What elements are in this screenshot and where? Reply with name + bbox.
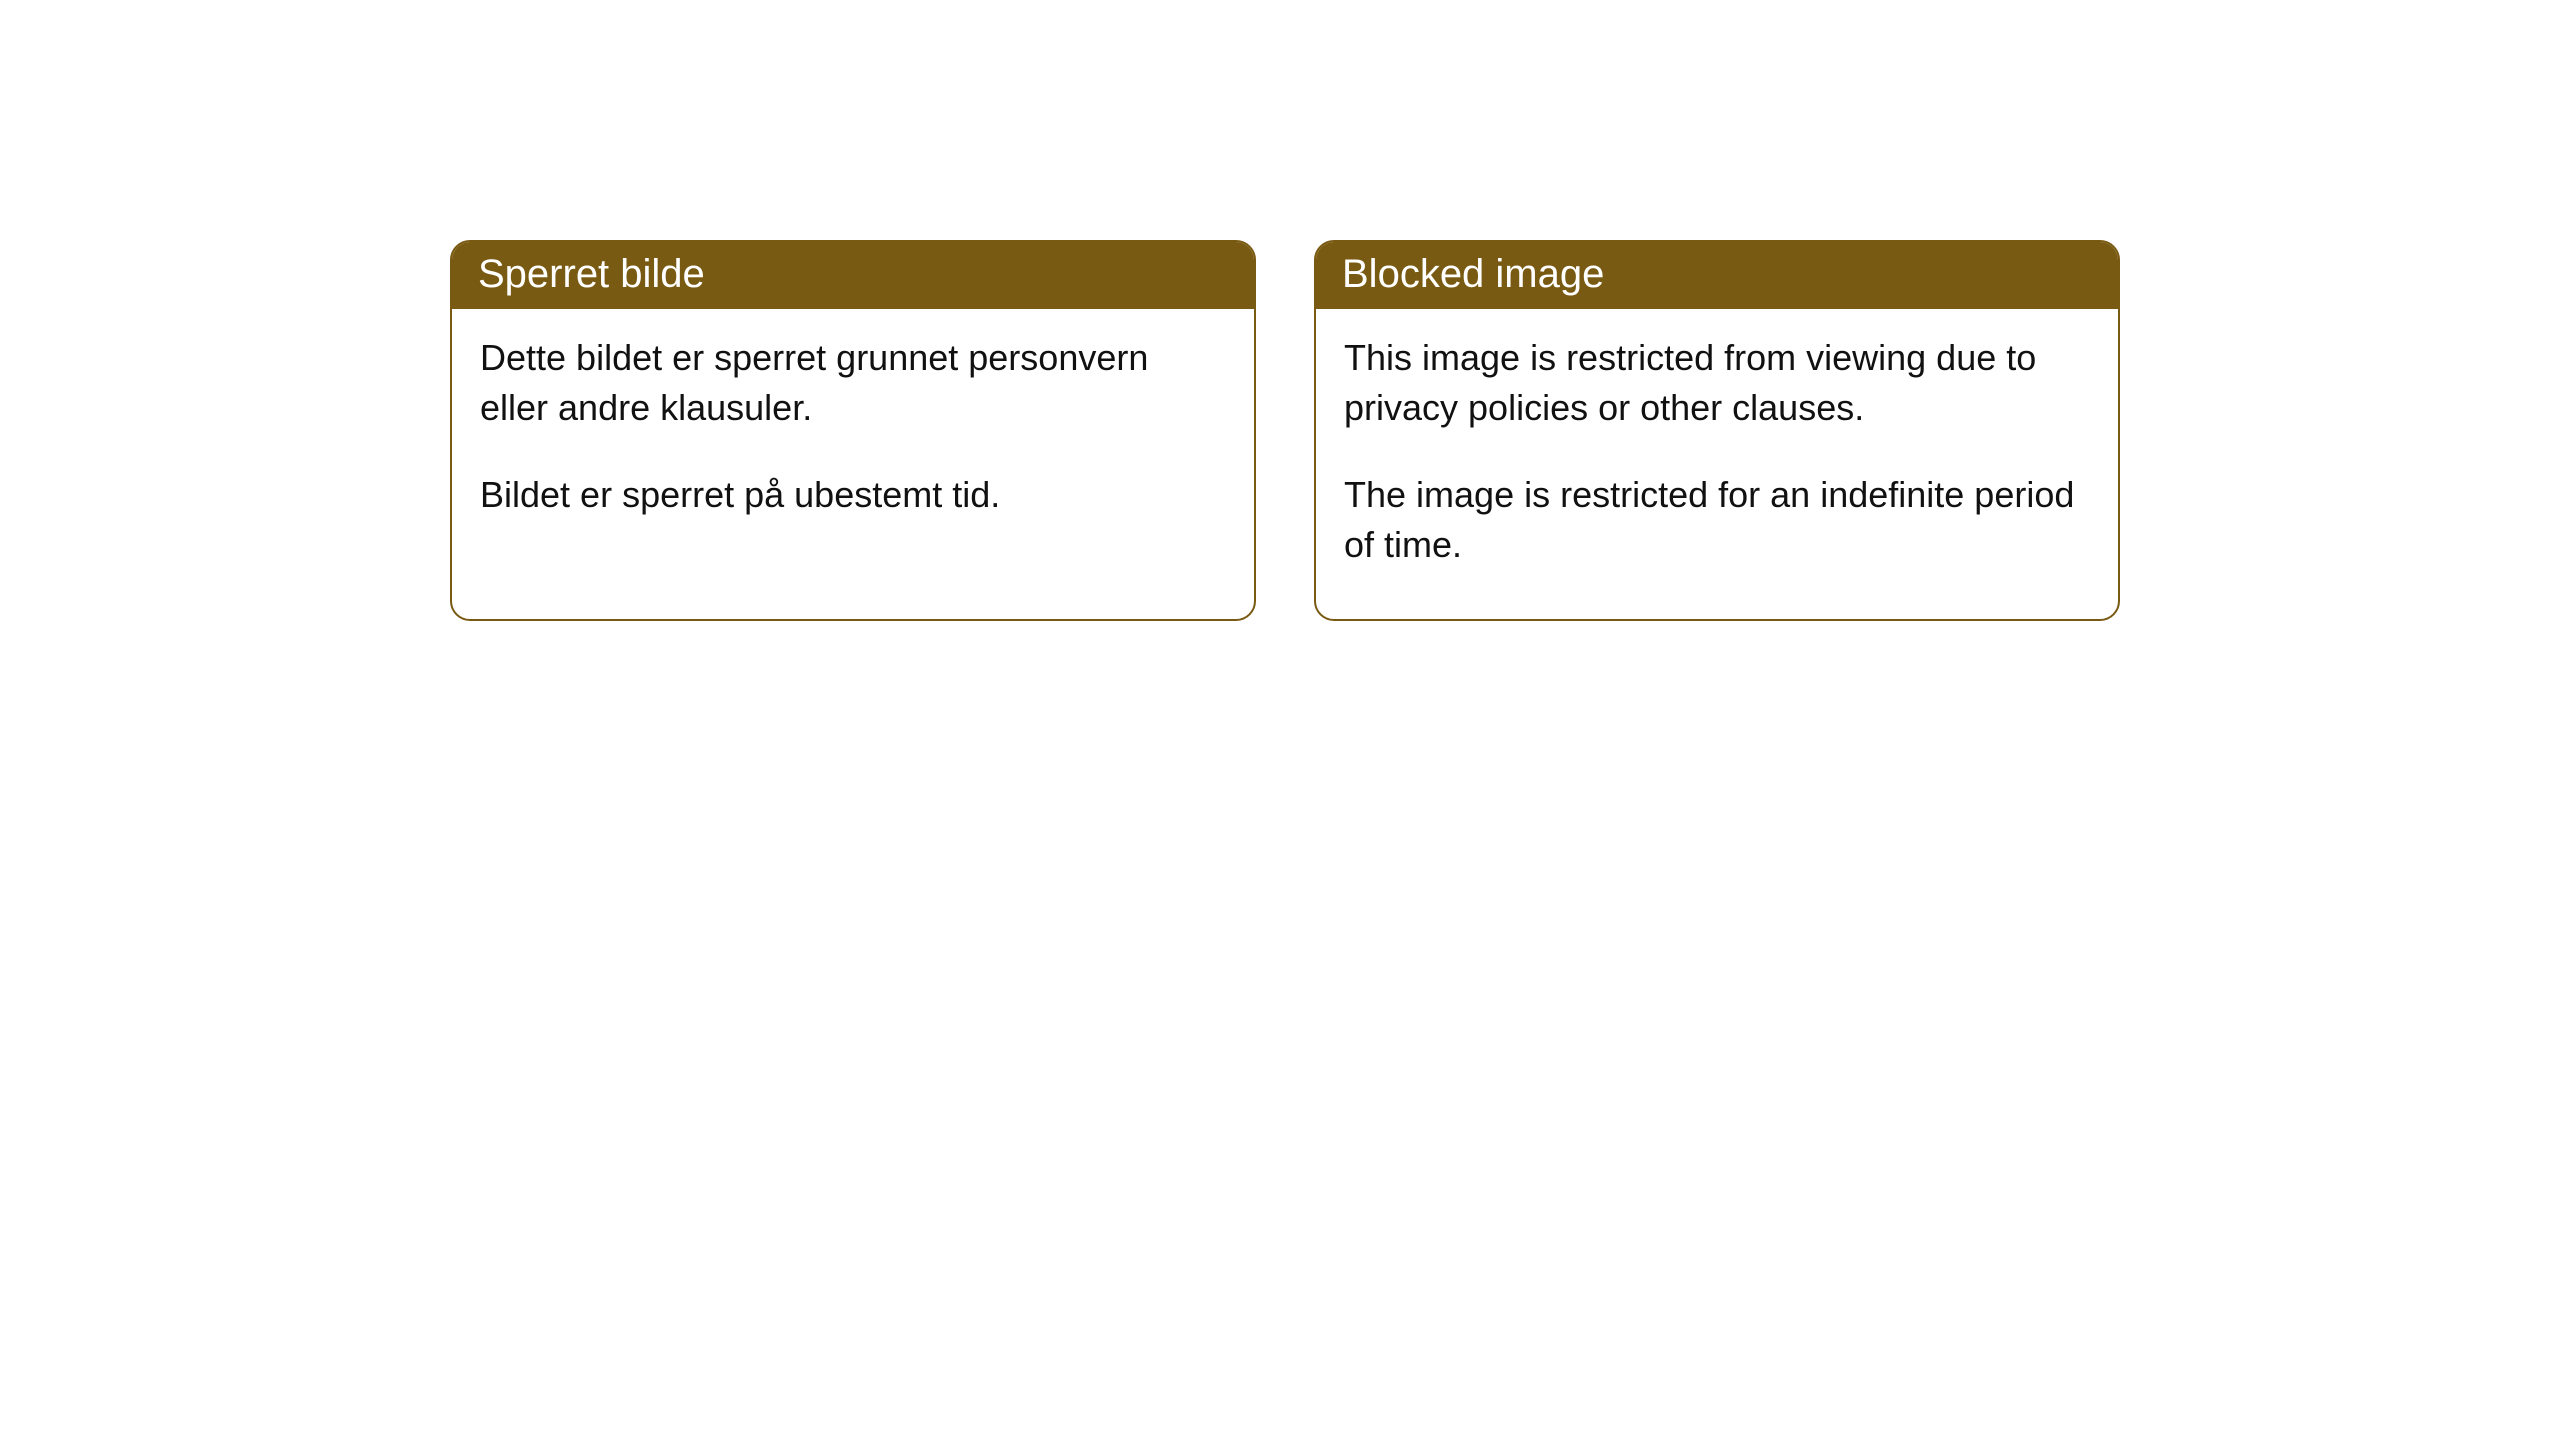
blocked-image-card-no: Sperret bilde Dette bildet er sperret gr… bbox=[450, 240, 1256, 621]
cards-container: Sperret bilde Dette bildet er sperret gr… bbox=[0, 0, 2560, 621]
card-title-no: Sperret bilde bbox=[478, 252, 705, 296]
card-text-en-1: This image is restricted from viewing du… bbox=[1344, 333, 2090, 434]
card-text-en-2: The image is restricted for an indefinit… bbox=[1344, 470, 2090, 571]
blocked-image-card-en: Blocked image This image is restricted f… bbox=[1314, 240, 2120, 621]
card-text-no-2: Bildet er sperret på ubestemt tid. bbox=[480, 470, 1226, 520]
card-header-no: Sperret bilde bbox=[452, 242, 1254, 309]
card-text-no-1: Dette bildet er sperret grunnet personve… bbox=[480, 333, 1226, 434]
card-title-en: Blocked image bbox=[1342, 252, 1604, 296]
card-header-en: Blocked image bbox=[1316, 242, 2118, 309]
card-body-en: This image is restricted from viewing du… bbox=[1316, 309, 2118, 619]
card-body-no: Dette bildet er sperret grunnet personve… bbox=[452, 309, 1254, 568]
